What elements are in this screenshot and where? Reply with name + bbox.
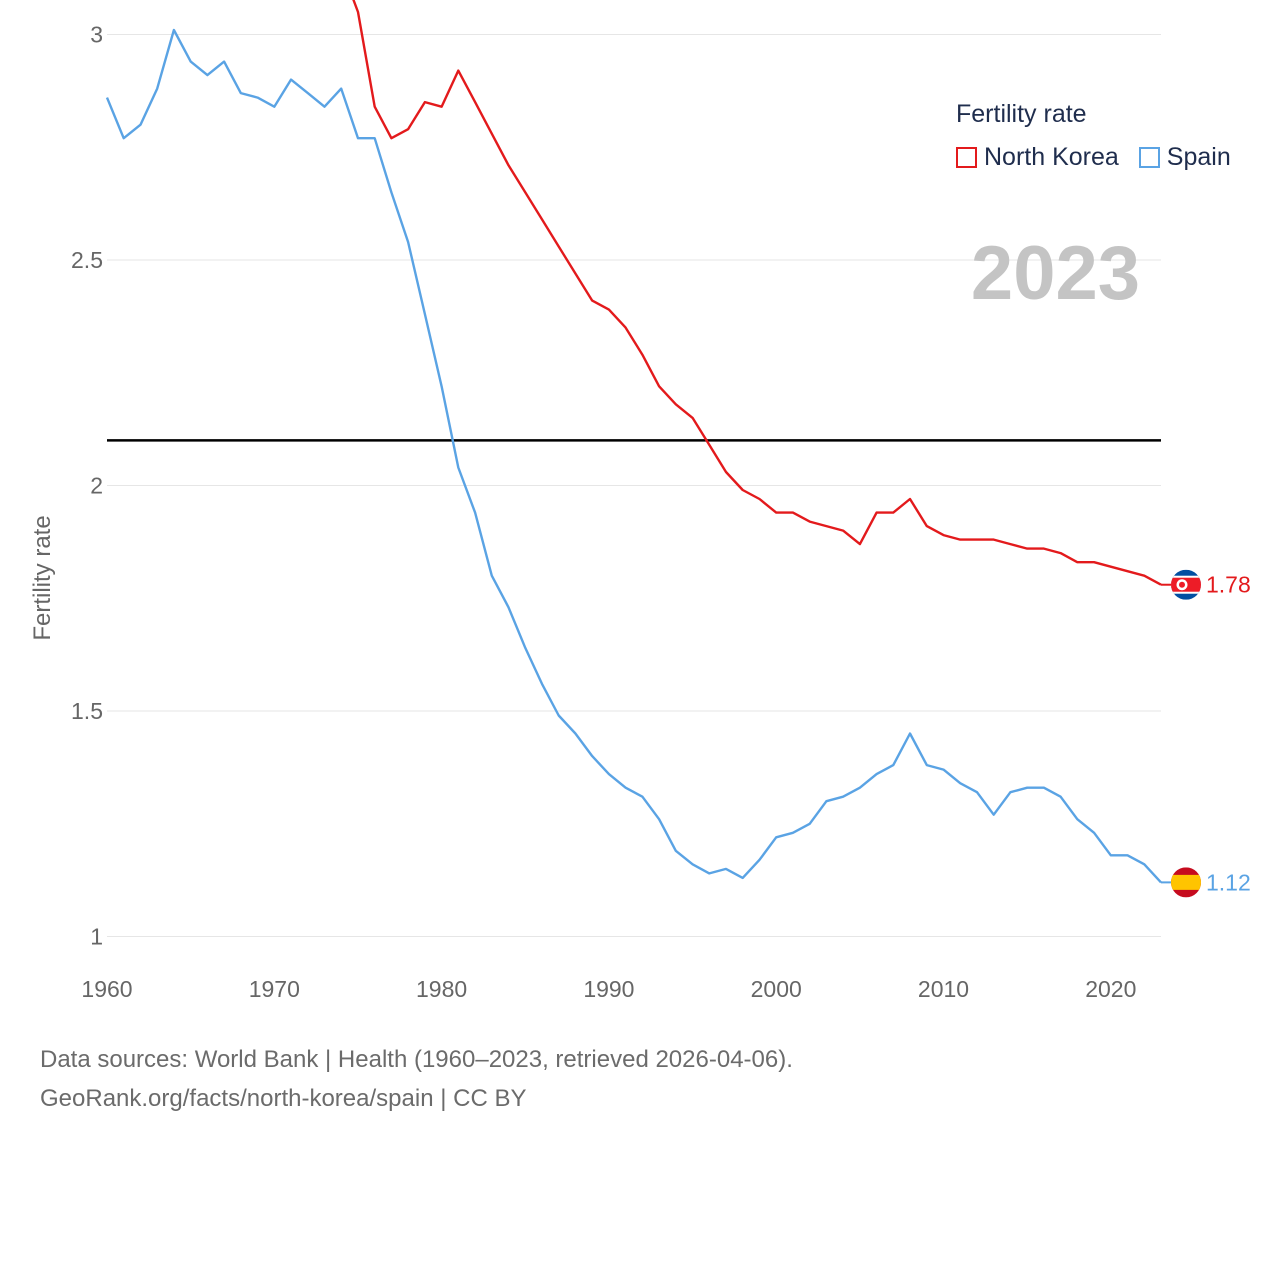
x-tick-label: 1980 bbox=[416, 976, 467, 1002]
end-value-label-spain: 1.12 bbox=[1206, 869, 1251, 895]
y-tick-label: 1 bbox=[90, 924, 103, 950]
year-label: 2023 bbox=[970, 231, 1140, 316]
x-tick-label: 1990 bbox=[583, 976, 634, 1002]
legend-label-spain: Spain bbox=[1166, 143, 1231, 171]
x-tick-label: 2010 bbox=[918, 976, 969, 1002]
end-value-label-north-korea: 1.78 bbox=[1206, 572, 1251, 598]
x-tick-label: 1960 bbox=[81, 976, 132, 1002]
y-tick-label: 2 bbox=[90, 473, 103, 499]
legend-item-spain[interactable]: Spain bbox=[1138, 143, 1231, 172]
x-tick-label: 2000 bbox=[751, 976, 802, 1002]
series-line-north-korea bbox=[352, 0, 1162, 586]
y-tick-label: 2.5 bbox=[71, 247, 103, 273]
legend-label-north-korea: North Korea bbox=[984, 143, 1119, 171]
x-tick-label: 2020 bbox=[1085, 976, 1136, 1002]
x-tick-label: 1970 bbox=[249, 976, 300, 1002]
north-korea-flag-icon bbox=[1171, 569, 1201, 600]
source-line-2[interactable]: GeoRank.org/facts/north-korea/spain | CC… bbox=[40, 1085, 527, 1112]
legend-title: Fertility rate bbox=[956, 100, 1087, 128]
y-axis-label: Fertility rate bbox=[29, 515, 56, 640]
y-tick-label: 3 bbox=[90, 22, 103, 48]
legend-item-north-korea[interactable]: North Korea bbox=[956, 143, 1119, 172]
series-line-spain bbox=[105, 28, 1162, 884]
source-line-1: Data sources: World Bank | Health (1960–… bbox=[40, 1046, 793, 1073]
legend-swatch-north-korea bbox=[956, 147, 977, 168]
y-tick-label: 1.5 bbox=[71, 698, 103, 724]
legend: North Korea Spain bbox=[956, 143, 1251, 172]
spain-flag-icon bbox=[1171, 867, 1201, 898]
legend-swatch-spain bbox=[1138, 147, 1160, 168]
